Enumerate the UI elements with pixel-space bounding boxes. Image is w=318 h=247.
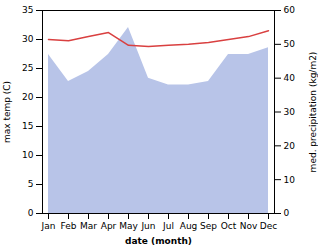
svg-text:Jun: Jun: [140, 221, 155, 231]
svg-text:Jan: Jan: [41, 221, 56, 231]
svg-text:60: 60: [284, 5, 296, 15]
svg-text:30: 30: [284, 107, 296, 117]
svg-text:30: 30: [22, 34, 34, 44]
svg-text:Jul: Jul: [162, 221, 174, 231]
svg-text:20: 20: [284, 141, 296, 151]
svg-text:40: 40: [284, 73, 296, 83]
svg-text:0: 0: [284, 208, 290, 218]
svg-text:Mar: Mar: [80, 221, 97, 231]
svg-text:15: 15: [22, 121, 33, 131]
svg-text:35: 35: [22, 5, 33, 15]
svg-text:Oct: Oct: [221, 221, 237, 231]
svg-text:max temp (C): max temp (C): [2, 81, 12, 143]
svg-text:Apr: Apr: [101, 221, 117, 231]
svg-text:25: 25: [22, 63, 33, 73]
svg-text:5: 5: [28, 179, 34, 189]
svg-text:20: 20: [22, 92, 34, 102]
svg-text:10: 10: [284, 175, 296, 185]
svg-text:Sep: Sep: [200, 221, 217, 231]
svg-text:Nov: Nov: [240, 221, 258, 231]
svg-text:50: 50: [284, 39, 296, 49]
svg-text:May: May: [119, 221, 138, 231]
svg-text:Feb: Feb: [61, 221, 77, 231]
svg-text:Aug: Aug: [180, 221, 198, 231]
svg-text:date (month): date (month): [125, 236, 192, 246]
svg-text:med. precipitation (kg/m2): med. precipitation (kg/m2): [308, 52, 318, 173]
svg-text:0: 0: [28, 208, 34, 218]
svg-text:10: 10: [22, 150, 34, 160]
svg-text:Dec: Dec: [260, 221, 277, 231]
